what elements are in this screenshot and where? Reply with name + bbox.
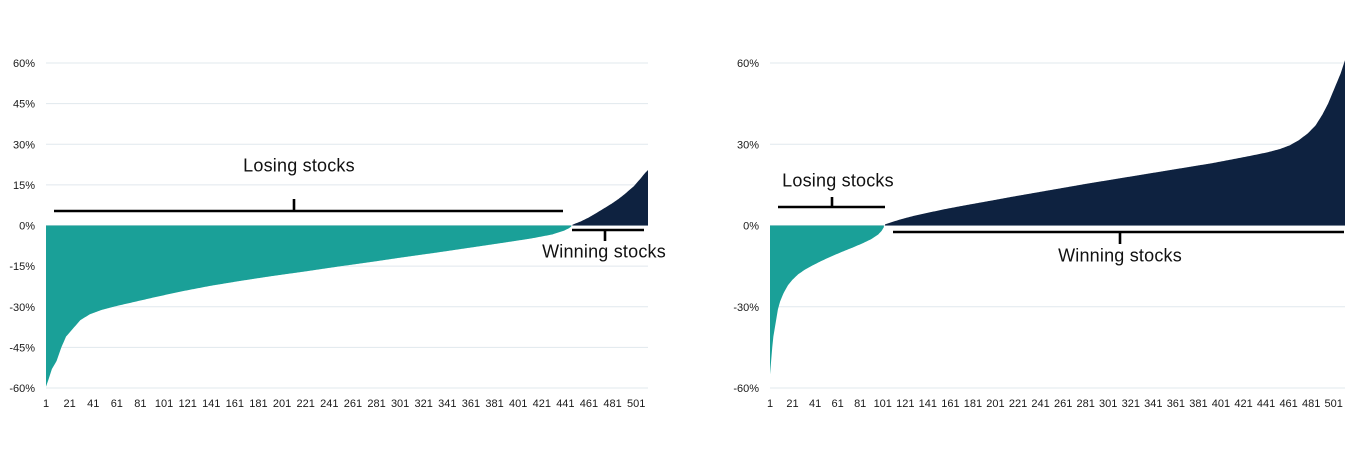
x-tick-label: 221 bbox=[1009, 398, 1027, 410]
y-tick-label: 30% bbox=[13, 139, 35, 151]
x-tick-label: 121 bbox=[896, 398, 914, 410]
x-tick-label: 441 bbox=[1257, 398, 1275, 410]
x-tick-label: 361 bbox=[1167, 398, 1185, 410]
right-chart: 60%30%0%-30%-60%1 21 41 61 81 101 121 141 161 181… bbox=[733, 58, 1345, 410]
y-tick-label: -60% bbox=[733, 383, 759, 395]
x-tick-label: 301 bbox=[391, 398, 409, 410]
x-tick-label: 81 bbox=[854, 398, 866, 410]
y-tick-label: -45% bbox=[9, 342, 35, 354]
x-tick-label: 481 bbox=[603, 398, 621, 410]
x-tick-label: 281 bbox=[367, 398, 385, 410]
left-chart-losing-stocks-label: Losing stocks bbox=[243, 155, 355, 176]
x-tick-label: 461 bbox=[1279, 398, 1297, 410]
winning-stocks-area bbox=[572, 169, 648, 226]
x-tick-label: 21 bbox=[786, 398, 798, 410]
x-tick-label: 281 bbox=[1077, 398, 1095, 410]
x-tick-label: 241 bbox=[320, 398, 338, 410]
x-tick-label: 501 bbox=[1325, 398, 1343, 410]
y-tick-label: -30% bbox=[733, 302, 759, 314]
x-tick-label: 481 bbox=[1302, 398, 1320, 410]
x-tick-label: 401 bbox=[509, 398, 527, 410]
x-tick-label: 461 bbox=[580, 398, 598, 410]
x-tick-label: 441 bbox=[556, 398, 574, 410]
x-tick-label: 1 bbox=[767, 398, 773, 410]
x-tick-label: 201 bbox=[273, 398, 291, 410]
x-tick-label: 321 bbox=[1122, 398, 1140, 410]
x-tick-label: 361 bbox=[462, 398, 480, 410]
x-tick-label: 421 bbox=[1234, 398, 1252, 410]
y-tick-label: 60% bbox=[13, 58, 35, 70]
x-tick-label: 121 bbox=[178, 398, 196, 410]
x-tick-label: 201 bbox=[986, 398, 1004, 410]
x-tick-label: 421 bbox=[533, 398, 551, 410]
y-tick-label: -15% bbox=[9, 261, 35, 273]
y-tick-label: 15% bbox=[13, 180, 35, 192]
x-tick-label: 21 bbox=[63, 398, 75, 410]
y-tick-label: 0% bbox=[743, 221, 759, 233]
y-tick-label: 60% bbox=[737, 58, 759, 70]
x-tick-label: 401 bbox=[1212, 398, 1230, 410]
x-tick-label: 1 bbox=[43, 398, 49, 410]
x-tick-label: 141 bbox=[919, 398, 937, 410]
right-chart-winning-stocks-label: Winning stocks bbox=[1058, 245, 1182, 266]
x-tick-label: 101 bbox=[155, 398, 173, 410]
left-chart: 60%45%30%15%0%-15%-30%-45%-60%1 21 41 61 81 1… bbox=[9, 58, 648, 410]
x-tick-label: 161 bbox=[941, 398, 959, 410]
x-tick-label: 61 bbox=[832, 398, 844, 410]
x-tick-label: 41 bbox=[87, 398, 99, 410]
y-tick-label: 45% bbox=[13, 99, 35, 111]
y-tick-label: -60% bbox=[9, 383, 35, 395]
x-tick-label: 181 bbox=[964, 398, 982, 410]
right-chart-losing-stocks-label: Losing stocks bbox=[782, 170, 894, 191]
x-tick-label: 221 bbox=[297, 398, 315, 410]
x-tick-label: 161 bbox=[226, 398, 244, 410]
x-tick-label: 381 bbox=[1189, 398, 1207, 410]
losing-stocks-area bbox=[46, 225, 572, 387]
x-tick-label: 61 bbox=[111, 398, 123, 410]
x-tick-label: 41 bbox=[809, 398, 821, 410]
x-tick-label: 341 bbox=[438, 398, 456, 410]
x-tick-label: 321 bbox=[415, 398, 433, 410]
x-tick-label: 341 bbox=[1144, 398, 1162, 410]
losing-stocks-area bbox=[770, 225, 884, 375]
x-tick-label: 261 bbox=[344, 398, 362, 410]
y-tick-label: -30% bbox=[9, 302, 35, 314]
y-tick-label: 0% bbox=[19, 221, 35, 233]
x-tick-label: 141 bbox=[202, 398, 220, 410]
x-tick-label: 261 bbox=[1054, 398, 1072, 410]
left-chart-winning-stocks-label: Winning stocks bbox=[542, 241, 666, 262]
x-tick-label: 241 bbox=[1031, 398, 1049, 410]
y-tick-label: 30% bbox=[737, 139, 759, 151]
x-tick-label: 381 bbox=[485, 398, 503, 410]
x-tick-label: 301 bbox=[1099, 398, 1117, 410]
x-tick-label: 181 bbox=[249, 398, 267, 410]
x-tick-label: 101 bbox=[874, 398, 892, 410]
x-tick-label: 81 bbox=[134, 398, 146, 410]
x-tick-label: 501 bbox=[627, 398, 645, 410]
winning-stocks-area bbox=[885, 60, 1345, 226]
